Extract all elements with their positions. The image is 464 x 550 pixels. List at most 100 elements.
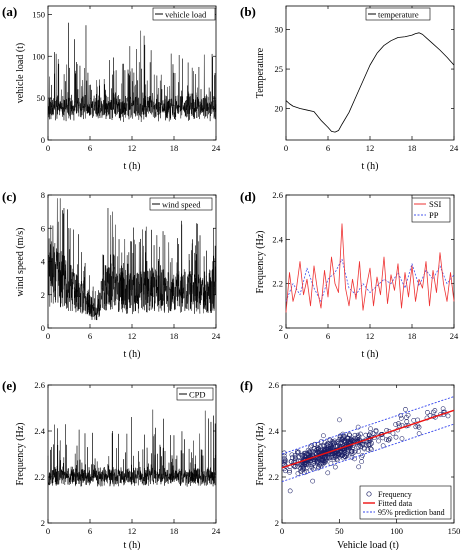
scatter-point	[425, 410, 430, 415]
x-axis-label-c: t (h)	[124, 349, 141, 360]
scatter-point	[321, 433, 326, 439]
legend-box-a	[152, 7, 216, 21]
scatter-point	[393, 434, 399, 440]
scatter-point	[342, 449, 348, 455]
scatter-point	[295, 450, 300, 456]
x-tick-label: 18	[170, 526, 179, 536]
scatter-point	[342, 439, 348, 444]
legend-label-cpd: CPD	[189, 390, 206, 400]
cpd-line	[47, 409, 217, 487]
legend-box-e	[176, 387, 214, 401]
scatter-point	[380, 443, 386, 449]
scatter-point	[296, 454, 301, 460]
scatter-point	[355, 424, 361, 430]
scatter-point	[352, 432, 358, 438]
scatter-point	[403, 415, 409, 420]
x-tick-label: 12	[366, 331, 375, 341]
scatter-point	[368, 426, 373, 432]
y-tick-label: 100	[32, 51, 45, 61]
legend-label-ssi: SSI	[429, 199, 441, 209]
x-tick-label: 24	[450, 143, 459, 153]
y-tick-label: 2.2	[34, 472, 45, 482]
legend-box-c	[149, 197, 213, 211]
scatter-point	[331, 440, 336, 446]
temperature-line	[285, 32, 455, 133]
scatter-point	[322, 458, 328, 463]
scatter-point	[365, 447, 371, 452]
x-tick-label: 0	[284, 331, 288, 341]
vehicle-load-line	[47, 22, 217, 123]
legend-label-vehicle-load: vehicle load	[165, 10, 207, 20]
scatter-point	[359, 459, 365, 465]
x-tick-label: 0	[284, 143, 288, 153]
scatter-point	[413, 424, 419, 430]
x-tick-label: 6	[326, 143, 330, 153]
y-tick-label: 30	[275, 25, 284, 35]
x-tick-label: 24	[212, 526, 221, 536]
plot-frame-e	[47, 384, 217, 524]
legend-label-frequency: Frequency	[378, 490, 412, 499]
legend-box-b	[365, 7, 431, 21]
panel-label-b: (b)	[240, 4, 256, 19]
legend-b: temperature	[365, 7, 431, 21]
scatter-point	[337, 434, 343, 440]
series-prediction-band	[281, 396, 455, 483]
scatter-point	[352, 456, 357, 462]
y-axis-label-e: Frequency (Hz)	[15, 422, 26, 485]
y-tick-label: 2.2	[272, 279, 283, 289]
scatter-point	[300, 452, 305, 458]
scatter-point	[360, 441, 366, 447]
y-tick-label: 2.6	[268, 380, 279, 390]
y-tick-label: 50	[37, 93, 46, 103]
scatter-point	[316, 449, 322, 455]
prediction-band-lower	[281, 423, 455, 483]
panel-label-d: (d)	[240, 189, 256, 204]
scatter-point	[309, 464, 314, 469]
scatter-point	[358, 431, 363, 437]
x-axis-label-b: t (h)	[362, 161, 379, 172]
scatter-point	[386, 437, 391, 443]
series-pp	[285, 258, 455, 302]
scatter-point	[302, 460, 308, 466]
scatter-point	[325, 470, 331, 476]
scatter-point	[351, 449, 357, 455]
y-tick-label: 2.2	[268, 472, 279, 482]
scatter-point	[368, 446, 374, 452]
x-tick-label: 18	[170, 143, 179, 153]
scatter-point	[316, 462, 322, 468]
plot-frame-b	[285, 5, 455, 141]
x-tick-label: 18	[170, 331, 179, 341]
scatter-point	[349, 454, 355, 460]
legend-box-f	[359, 485, 452, 520]
scatter-point	[403, 407, 408, 412]
x-tick-label: 0	[280, 526, 284, 536]
legend-label-prediction-band: 95% prediction band	[378, 508, 445, 517]
scatter-point	[310, 478, 316, 484]
y-axis-label-a: vehicle load (t)	[15, 43, 26, 104]
scatter-point	[411, 417, 417, 423]
x-tick-label: 6	[88, 331, 92, 341]
scatter-point	[393, 422, 399, 427]
scatter-point	[337, 452, 342, 457]
y-tick-label: 2	[279, 323, 283, 333]
scatter-point	[349, 448, 355, 454]
x-axis-label-d: t (h)	[362, 349, 379, 360]
x-tick-label: 150	[448, 526, 461, 536]
scatter-point	[344, 435, 350, 441]
panel-label-e: (e)	[2, 378, 16, 393]
scatter-point	[300, 467, 305, 472]
scatter-point	[380, 435, 386, 441]
legend-a: vehicle load	[152, 7, 216, 21]
y-tick-label: 25	[275, 64, 284, 74]
scatter-point	[356, 464, 362, 470]
scatter-point	[353, 448, 359, 454]
x-tick-label: 24	[212, 143, 221, 153]
legend-label-fitted-data: Fitted data	[378, 499, 412, 508]
panel-label-a: (a)	[2, 4, 17, 19]
legend-d: SSI PP	[411, 197, 451, 223]
fitted-line	[281, 409, 455, 469]
scatter-point	[355, 432, 361, 438]
y-tick-label: 0	[41, 135, 45, 145]
y-tick-label: 0	[41, 323, 45, 333]
